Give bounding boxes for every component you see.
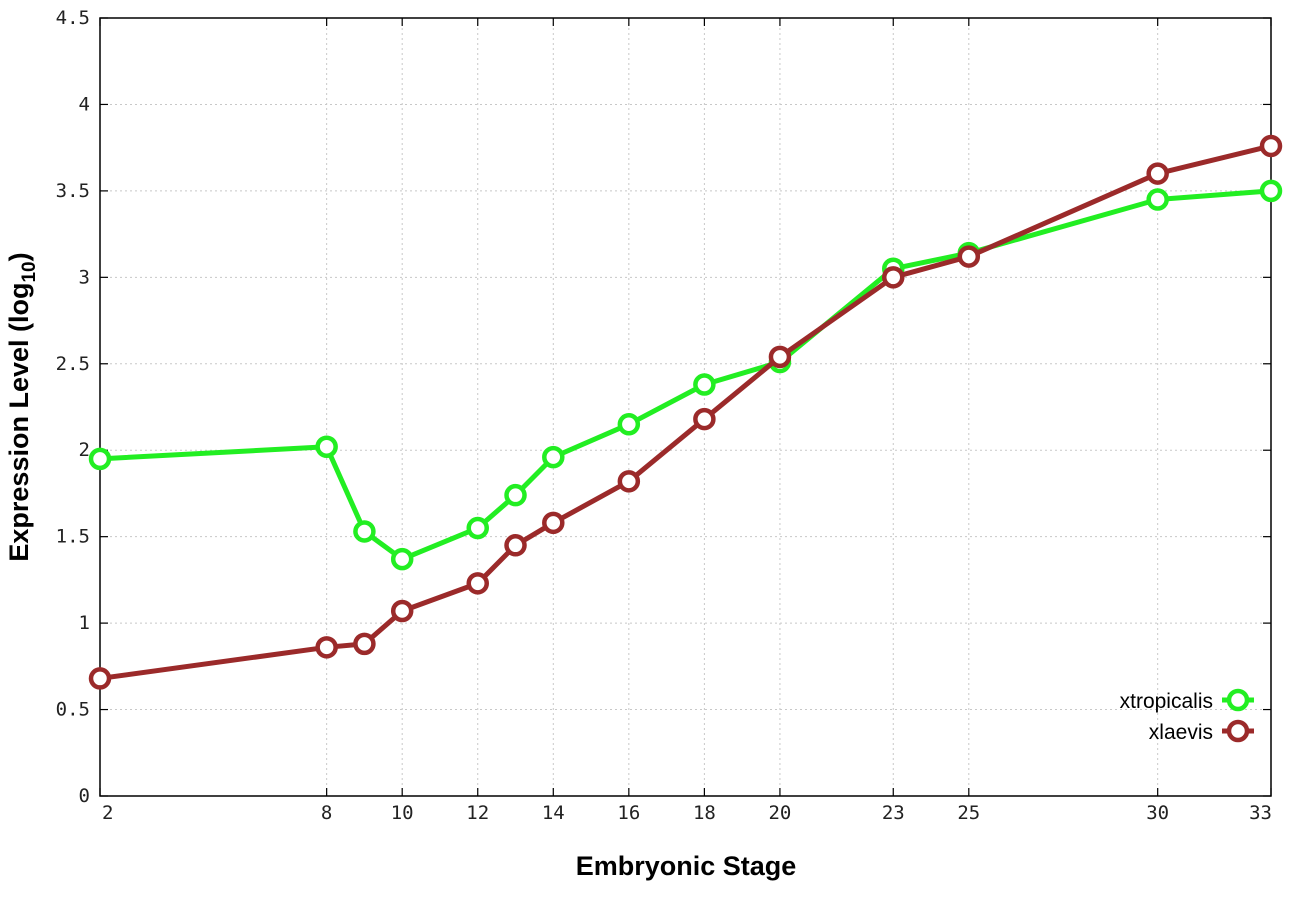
- legend-marker-xlaevis: [1226, 719, 1250, 743]
- x-tick-label: 14: [542, 802, 565, 824]
- data-point-xlaevis: [315, 636, 338, 659]
- legend-marker-xtropicalis: [1226, 688, 1250, 712]
- data-point-xtropicalis: [353, 520, 376, 543]
- data-point-xtropicalis: [88, 447, 112, 471]
- data-point-xlaevis: [882, 266, 905, 289]
- x-tick-label: 30: [1146, 802, 1169, 824]
- y-tick-label: 3.5: [56, 180, 90, 202]
- data-point-xlaevis: [390, 599, 414, 623]
- data-point-xlaevis: [1259, 134, 1283, 158]
- data-point-xtropicalis: [617, 413, 641, 436]
- y-tick-label: 4: [79, 93, 90, 115]
- legend-label-xlaevis: xlaevis: [1149, 721, 1213, 744]
- data-point-xtropicalis: [1259, 179, 1283, 203]
- legend: xtropicalis xlaevis: [1120, 688, 1254, 744]
- x-tick-label: 33: [1249, 802, 1272, 824]
- y-tick-label: 2: [79, 439, 90, 461]
- y-axis-title-main: Expression Level (log: [4, 283, 34, 562]
- y-tick-label: 2.5: [56, 353, 90, 375]
- data-point-xtropicalis: [466, 516, 489, 540]
- data-point-xlaevis: [466, 572, 489, 595]
- data-point-xlaevis: [88, 667, 112, 690]
- plot-frame: [99, 17, 1272, 797]
- x-tick-label: 10: [391, 802, 414, 824]
- x-axis-title: Embryonic Stage: [576, 851, 797, 881]
- y-axis-title-close: ): [4, 252, 34, 261]
- series-line-xtropicalis: [99, 188, 1272, 562]
- data-point-xlaevis: [617, 470, 641, 493]
- data-point-xlaevis: [1146, 162, 1169, 185]
- data-point-xlaevis: [693, 407, 716, 431]
- x-tick-label: 18: [693, 802, 716, 824]
- y-axis-title: Expression Level (log10): [4, 252, 40, 561]
- x-tick-label: 12: [466, 802, 489, 824]
- data-point-xlaevis: [768, 345, 792, 369]
- series-layer: [88, 134, 1283, 690]
- y-axis-title-subscript: 10: [19, 261, 40, 282]
- series-line-xlaevis: [99, 143, 1272, 681]
- data-point-xtropicalis: [504, 483, 527, 507]
- y-tick-label: 1: [79, 612, 90, 634]
- y-tick-label: 1.5: [56, 526, 90, 548]
- y-tick-label: 4.5: [56, 7, 90, 29]
- series-xtropicalis: [88, 179, 1283, 571]
- data-point-xlaevis: [542, 511, 565, 535]
- y-tick-label: 3: [79, 266, 90, 288]
- grid: [100, 18, 1271, 796]
- y-tick-label: 0: [79, 785, 90, 807]
- x-tick-label: 8: [321, 802, 332, 824]
- series-xlaevis: [88, 134, 1283, 690]
- data-point-xtropicalis: [1146, 188, 1169, 211]
- x-tick-label: 25: [957, 802, 980, 824]
- axis-ticks: 0 0.5 1 1.5 2 2.5 3 3.5 4 4.5 2 8 10 12 14 16 18 20 23 25 30…: [56, 7, 1272, 824]
- data-point-xlaevis: [353, 632, 376, 656]
- x-tick-label: 16: [617, 802, 640, 824]
- data-point-xtropicalis: [542, 445, 565, 469]
- data-point-xtropicalis: [390, 547, 414, 571]
- data-point-xtropicalis: [315, 435, 338, 459]
- x-tick-label: 23: [882, 802, 905, 824]
- x-tick-label: 2: [102, 802, 113, 824]
- y-tick-label: 0.5: [56, 699, 90, 721]
- data-point-xtropicalis: [693, 373, 716, 396]
- x-tick-label: 20: [768, 802, 791, 824]
- data-point-xlaevis: [504, 534, 527, 557]
- data-point-xlaevis: [957, 245, 981, 268]
- legend-label-xtropicalis: xtropicalis: [1120, 690, 1213, 713]
